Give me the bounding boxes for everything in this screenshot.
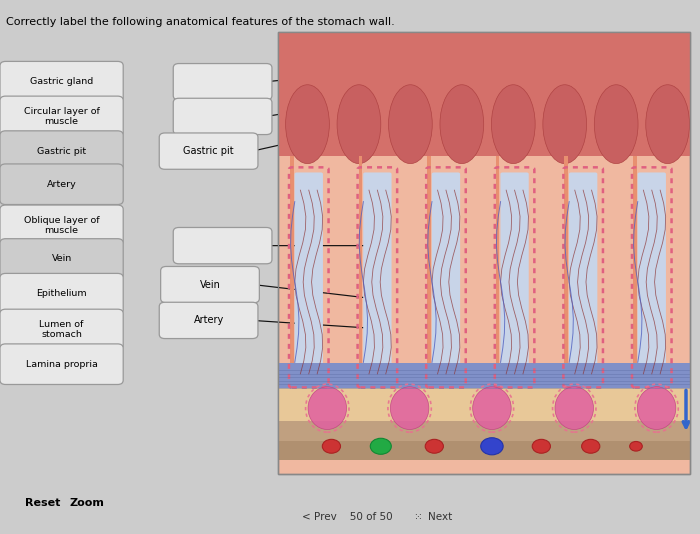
Text: Artery: Artery	[47, 180, 76, 189]
FancyBboxPatch shape	[363, 172, 391, 387]
Text: Circular layer of
muscle: Circular layer of muscle	[24, 107, 99, 126]
Text: Epithelium: Epithelium	[36, 289, 87, 298]
Bar	[278, 363, 690, 388]
Text: Correctly label the following anatomical features of the stomach wall.: Correctly label the following anatomical…	[6, 17, 394, 27]
Ellipse shape	[491, 85, 536, 163]
Ellipse shape	[389, 85, 433, 163]
Bar	[427, 156, 431, 386]
Text: Lumen of
stomach: Lumen of stomach	[39, 320, 84, 339]
Bar	[278, 388, 690, 421]
FancyBboxPatch shape	[432, 172, 460, 387]
Bar	[278, 441, 690, 460]
Circle shape	[481, 438, 503, 455]
FancyBboxPatch shape	[0, 344, 123, 384]
Text: Zoom: Zoom	[70, 498, 105, 508]
Ellipse shape	[440, 85, 484, 163]
Ellipse shape	[337, 85, 381, 163]
Bar	[278, 32, 690, 156]
FancyBboxPatch shape	[174, 98, 272, 135]
FancyBboxPatch shape	[0, 61, 123, 102]
FancyBboxPatch shape	[0, 273, 123, 314]
Bar	[278, 421, 690, 441]
FancyBboxPatch shape	[174, 227, 272, 264]
Circle shape	[532, 439, 550, 453]
Bar	[633, 156, 637, 386]
FancyBboxPatch shape	[0, 239, 123, 279]
Text: Vein: Vein	[199, 280, 220, 289]
FancyBboxPatch shape	[160, 266, 260, 303]
Bar	[358, 156, 363, 386]
Text: Oblique layer of
muscle: Oblique layer of muscle	[24, 216, 99, 235]
Text: < Prev    50 of 50: < Prev 50 of 50	[302, 512, 393, 522]
FancyBboxPatch shape	[295, 172, 323, 387]
FancyBboxPatch shape	[160, 133, 258, 169]
Ellipse shape	[308, 387, 346, 429]
Text: Gastric gland: Gastric gland	[30, 77, 93, 86]
Text: Reset: Reset	[25, 498, 60, 508]
FancyBboxPatch shape	[0, 309, 123, 350]
Ellipse shape	[646, 85, 690, 163]
Ellipse shape	[473, 387, 511, 429]
FancyBboxPatch shape	[0, 205, 123, 246]
Text: ⁙: ⁙	[413, 512, 421, 522]
Text: Lamina propria: Lamina propria	[26, 360, 97, 368]
Ellipse shape	[555, 387, 594, 429]
FancyBboxPatch shape	[569, 172, 597, 387]
Bar	[278, 32, 690, 474]
Bar	[290, 156, 294, 386]
FancyBboxPatch shape	[0, 96, 123, 137]
Ellipse shape	[543, 85, 587, 163]
Ellipse shape	[286, 85, 329, 163]
Text: Artery: Artery	[193, 316, 224, 325]
Circle shape	[630, 442, 643, 451]
Ellipse shape	[391, 387, 429, 429]
Bar	[278, 32, 690, 474]
FancyBboxPatch shape	[500, 172, 528, 387]
Circle shape	[582, 439, 600, 453]
Text: Vein: Vein	[52, 255, 71, 263]
Circle shape	[425, 439, 443, 453]
Ellipse shape	[594, 85, 638, 163]
Ellipse shape	[637, 387, 676, 429]
Text: Next: Next	[428, 512, 453, 522]
FancyBboxPatch shape	[160, 302, 258, 339]
Circle shape	[370, 438, 391, 454]
Bar	[564, 156, 568, 386]
FancyBboxPatch shape	[638, 172, 666, 387]
Circle shape	[322, 439, 340, 453]
Text: Gastric pit: Gastric pit	[37, 147, 86, 155]
FancyBboxPatch shape	[0, 164, 123, 205]
Bar	[496, 156, 500, 386]
FancyBboxPatch shape	[174, 64, 272, 100]
Text: Gastric pit: Gastric pit	[183, 146, 234, 156]
FancyBboxPatch shape	[0, 131, 123, 171]
